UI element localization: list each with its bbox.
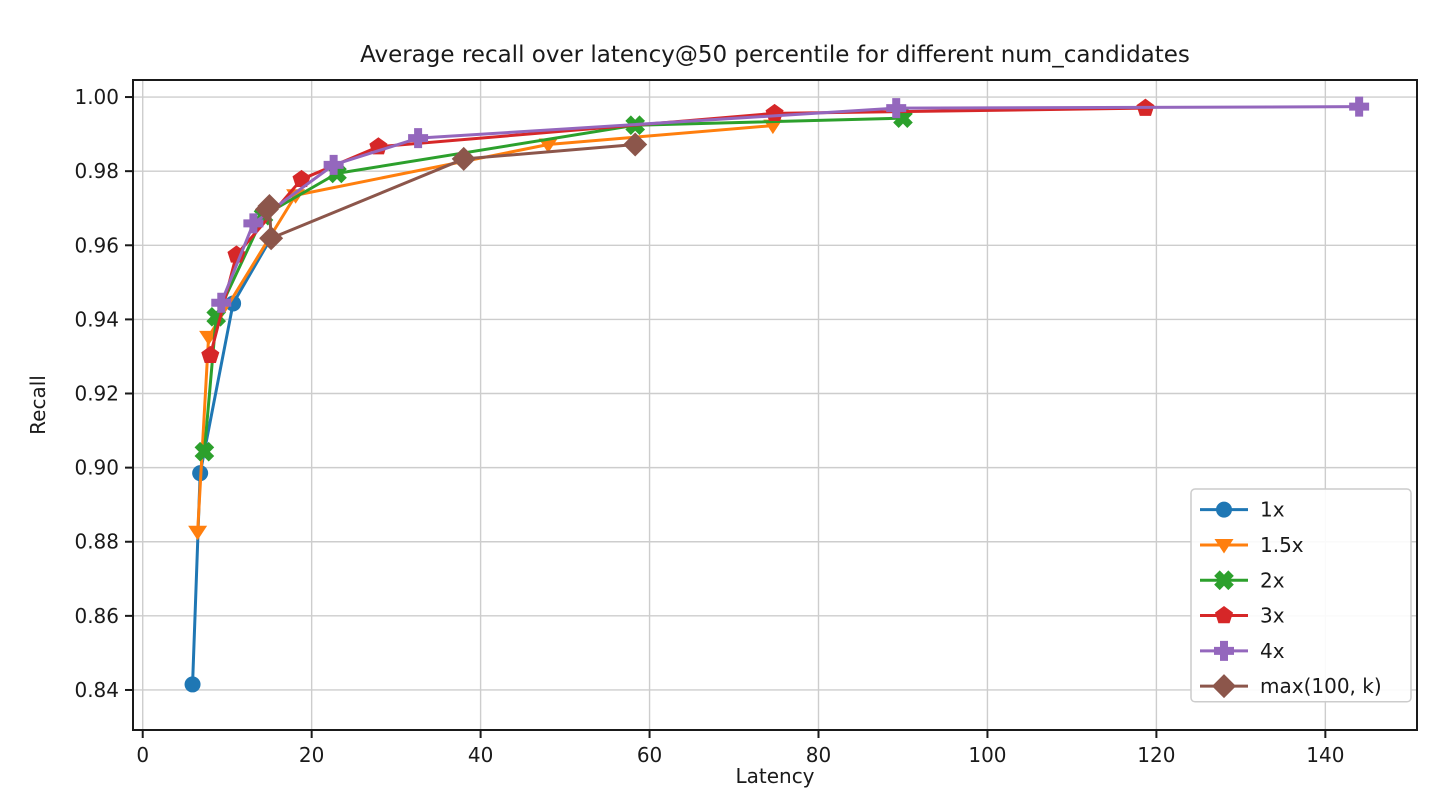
- x-tick-label: 100: [968, 743, 1006, 767]
- series-line: [219, 105, 1361, 305]
- legend-item-1x: 1x: [1200, 498, 1285, 522]
- legend-item-max-100-k-: max(100, k): [1200, 674, 1382, 699]
- series-line: [191, 236, 273, 686]
- legend-label: 4x: [1260, 639, 1285, 663]
- legend-marker: [1214, 538, 1234, 554]
- data-point: [227, 245, 246, 263]
- chart-title: Average recall over latency@50 percentil…: [360, 42, 1190, 68]
- plot-series: [184, 96, 1370, 693]
- data-point: [1349, 96, 1370, 117]
- x-tick-label: 120: [1137, 743, 1175, 767]
- data-point: [188, 525, 208, 541]
- legend-box: [1190, 488, 1412, 703]
- data-point: [292, 169, 311, 188]
- y-tick-label: 1.00: [74, 85, 119, 109]
- data-point: [243, 213, 264, 234]
- x-axis-title: Latency: [735, 764, 814, 788]
- data-point: [257, 193, 282, 218]
- legend-label: max(100, k): [1260, 674, 1382, 698]
- legend-item-1-5x: 1.5x: [1200, 533, 1304, 557]
- y-tick-label: 0.92: [74, 382, 119, 406]
- data-point: [886, 98, 907, 119]
- series-4x: [211, 96, 1370, 313]
- series-max-100-k-: [254, 132, 648, 251]
- x-tick-label: 140: [1306, 743, 1344, 767]
- legend-label: 1.5x: [1260, 533, 1304, 557]
- y-tick-label: 0.86: [74, 604, 119, 628]
- legend-item-3x: 3x: [1200, 604, 1285, 628]
- legend-label: 2x: [1260, 568, 1285, 592]
- data-point: [623, 132, 648, 157]
- y-tick-label: 0.84: [74, 678, 119, 702]
- data-point: [451, 146, 476, 171]
- y-axis-title: Recall: [26, 375, 50, 435]
- plot-border: [132, 79, 1418, 731]
- data-point: [259, 226, 284, 251]
- data-point: [184, 676, 201, 693]
- data-point: [194, 441, 215, 462]
- legend-marker: [1214, 606, 1234, 624]
- legend-marker: [1214, 640, 1234, 661]
- data-point: [323, 154, 344, 175]
- data-point: [538, 138, 558, 153]
- legend-item-4x: 4x: [1200, 639, 1285, 663]
- y-tick-label: 0.96: [74, 233, 119, 257]
- y-tick-label: 0.88: [74, 530, 119, 554]
- legend: 1x 1.5x 2x 3x 4x max(100, k): [1190, 488, 1412, 703]
- legend-marker: [1214, 570, 1234, 591]
- x-tick-label: 60: [637, 743, 662, 767]
- legend-marker: [1216, 501, 1232, 518]
- legend-label: 3x: [1260, 604, 1285, 628]
- y-tick-label: 0.94: [74, 307, 119, 331]
- legend-item-2x: 2x: [1200, 568, 1285, 592]
- x-tick-label: 80: [806, 743, 831, 767]
- data-point: [211, 292, 232, 313]
- x-tick-label: 0: [136, 743, 149, 767]
- data-point: [201, 345, 220, 364]
- y-axis: 0.84 0.86 0.88 0.90 0.92 0.94 0.96 0.98 1.00 Reca…: [26, 85, 133, 702]
- y-tick-label: 0.90: [74, 456, 119, 480]
- x-axis: 0 20 40 60 80 100 120 140 Latency: [136, 730, 1344, 788]
- x-tick-label: 20: [299, 743, 324, 767]
- data-point: [408, 128, 429, 149]
- y-tick-label: 0.98: [74, 159, 119, 183]
- legend-marker: [1212, 674, 1236, 699]
- x-tick-label: 40: [468, 743, 493, 767]
- legend-label: 1x: [1260, 498, 1285, 522]
